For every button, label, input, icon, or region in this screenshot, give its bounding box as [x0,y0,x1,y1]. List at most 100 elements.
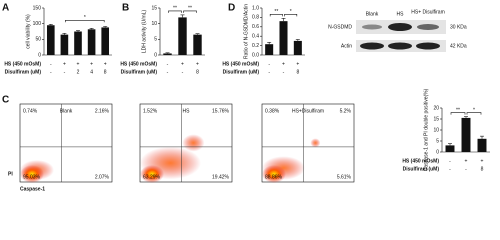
bar [461,117,471,152]
quadrant-label: 95.03% [23,174,41,180]
bar [101,27,110,55]
condition-name: Disulfiram (uM) [403,166,440,172]
size-label: 42 KDa [450,43,467,49]
quadrant-label: 5.61% [337,174,352,180]
quadrant-label: 5.2% [340,108,352,114]
band-label: Actin [341,43,352,49]
condition-value: - [283,69,285,75]
significance-bracket [183,10,197,13]
condition-value: - [64,69,66,75]
y-tick-label: 0.2 [252,43,259,49]
y-tick-label: 1.0 [252,5,259,11]
y-tick-label: 15 [433,116,439,122]
y-tick-label: 150 [33,5,42,11]
condition-value: - [182,69,184,75]
condition-value: + [104,61,107,67]
quadrant-label: 2.07% [95,174,110,180]
bar [163,53,172,55]
lane-label: HS+ Disulfiram [411,9,444,15]
y-tick-label: 0 [436,149,439,155]
y-tick-label: 0.8 [252,15,259,21]
y-axis-label: Caspase-1 and PI double positive(%) [423,88,429,171]
bar [178,17,187,55]
quadrant-label: 19.42% [212,174,230,180]
density [140,165,164,183]
condition-value: + [196,61,199,67]
band [417,24,439,30]
panel-label: C [2,95,9,106]
condition-value: + [181,61,184,67]
significance-bracket [65,19,105,23]
band [388,42,412,50]
y-axis-label: LDH activity (U/mL) [141,9,147,53]
condition-name: Disulfiram (uM) [223,69,260,75]
y-tick-label: 5 [436,138,439,144]
significance-bracket [168,10,182,13]
panel-label: B [122,3,129,14]
figure: A B D C Blank HS HS+ Disulfiram N-GSDMD … [2,3,490,192]
band [362,24,382,30]
plot-title: HS [183,108,191,114]
condition-value: - [50,69,52,75]
condition-value: + [90,61,93,67]
band [416,42,440,50]
condition-name: HS (450 mOsM) [222,61,259,67]
condition-name: HS (450 mOsM) [4,61,41,67]
density [182,134,205,152]
significance-label: * [473,107,475,113]
y-tick-label: 0.0 [252,52,259,58]
significance-label: ** [274,9,278,15]
panel-label: D [228,3,235,14]
y-tick-label: 50 [35,37,41,43]
density [310,138,321,148]
condition-value: 2 [77,69,80,75]
y-tick-label: 10 [433,127,439,133]
band [388,23,412,31]
condition-value: + [296,61,299,67]
condition-value: + [465,158,468,164]
significance-bracket [284,14,298,17]
density [262,165,286,183]
band [360,42,384,50]
flow-y-label: PI [8,171,13,177]
significance-bracket [466,112,482,115]
condition-name: Disulfiram (uM) [121,69,158,75]
condition-value: - [268,69,270,75]
condition-value: - [268,61,270,67]
lane-label: HS [397,11,405,17]
y-axis-label: Ratio of N-GSDMD/Actin [243,4,249,59]
bar [74,31,82,55]
panel-label: A [2,3,9,14]
y-tick-label: 0.4 [252,34,259,40]
western-blot: Blank HS HS+ Disulfiram N-GSDMD Actin 30… [328,9,467,52]
plot-title: Blank [60,108,73,114]
band-label: N-GSDMD [328,24,352,30]
y-tick-label: 0.6 [252,24,259,30]
condition-name: HS (450 mOsM) [402,158,439,164]
y-tick-label: 100 [33,21,42,27]
condition-value: 8 [196,69,199,75]
bar [477,138,487,152]
y-tick-label: 20 [433,105,439,111]
condition-value: + [63,61,66,67]
plot-title: HS+Disulfiram [292,108,324,114]
y-axis-label: cell viability (%) [25,14,31,49]
significance-label: ** [173,6,177,12]
y-tick-label: 5 [154,37,157,43]
condition-value: + [481,158,484,164]
condition-value: 4 [90,69,93,75]
significance-label: ** [188,6,192,12]
condition-name: Disulfiram (uM) [5,69,42,75]
condition-name: HS (450 mOsM) [120,61,157,67]
condition-value: 8 [296,69,299,75]
condition-value: - [449,166,451,172]
bar [60,34,69,55]
flow-x-label: Caspase-1 [20,186,45,192]
condition-value: - [465,166,467,172]
condition-value: + [77,61,80,67]
quadrant-label: 1.52% [143,108,158,114]
quadrant-label: 88.86% [265,174,283,180]
lane-label: Blank [366,11,379,17]
condition-value: + [282,61,285,67]
significance-bracket [269,14,283,17]
